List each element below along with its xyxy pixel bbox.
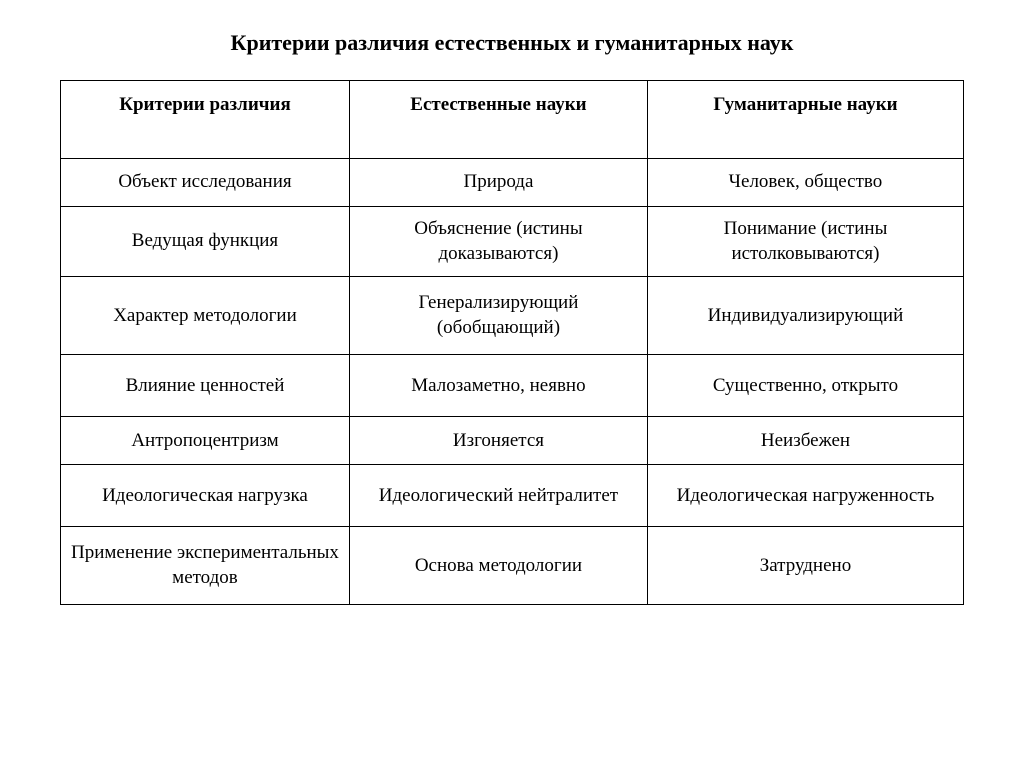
- table-cell: Затруднено: [647, 527, 963, 605]
- table-header-row: Критерии различия Естественные науки Гум…: [61, 81, 964, 159]
- page-title: Критерии различия естественных и гуманит…: [60, 30, 964, 56]
- table-row: Влияние ценностей Малозаметно, неявно Су…: [61, 355, 964, 417]
- table-cell: Малозаметно, неявно: [349, 355, 647, 417]
- table-cell: Идеологическая нагруженность: [647, 465, 963, 527]
- table-body: Объект исследования Природа Человек, общ…: [61, 159, 964, 605]
- table-cell: Влияние ценностей: [61, 355, 350, 417]
- table-row: Применение экспериментальных методов Осн…: [61, 527, 964, 605]
- table-cell: Существенно, открыто: [647, 355, 963, 417]
- table-cell: Характер методологии: [61, 277, 350, 355]
- table-row: Ведущая функция Объяснение (истины доказ…: [61, 207, 964, 277]
- table-cell: Ведущая функция: [61, 207, 350, 277]
- table-cell: Объект исследования: [61, 159, 350, 207]
- table-row: Антропоцентризм Изгоняется Неизбежен: [61, 417, 964, 465]
- table-header-cell: Гуманитарные науки: [647, 81, 963, 159]
- table-cell: Основа методологии: [349, 527, 647, 605]
- table-cell: Применение экспериментальных методов: [61, 527, 350, 605]
- table-cell: Объяснение (истины доказываются): [349, 207, 647, 277]
- table-cell: Изгоняется: [349, 417, 647, 465]
- table-cell: Человек, общество: [647, 159, 963, 207]
- table-cell: Идеологический нейтралитет: [349, 465, 647, 527]
- comparison-table: Критерии различия Естественные науки Гум…: [60, 80, 964, 605]
- table-row: Объект исследования Природа Человек, общ…: [61, 159, 964, 207]
- table-header-cell: Критерии различия: [61, 81, 350, 159]
- table-row: Характер методологии Генерализирующий (о…: [61, 277, 964, 355]
- table-cell: Неизбежен: [647, 417, 963, 465]
- table-cell: Генерализирующий (обобщающий): [349, 277, 647, 355]
- table-header-cell: Естественные науки: [349, 81, 647, 159]
- table-cell: Понимание (истины истолковываются): [647, 207, 963, 277]
- table-cell: Индивидуализирующий: [647, 277, 963, 355]
- table-cell: Идеологическая нагрузка: [61, 465, 350, 527]
- table-cell: Природа: [349, 159, 647, 207]
- table-row: Идеологическая нагрузка Идеологический н…: [61, 465, 964, 527]
- table-cell: Антропоцентризм: [61, 417, 350, 465]
